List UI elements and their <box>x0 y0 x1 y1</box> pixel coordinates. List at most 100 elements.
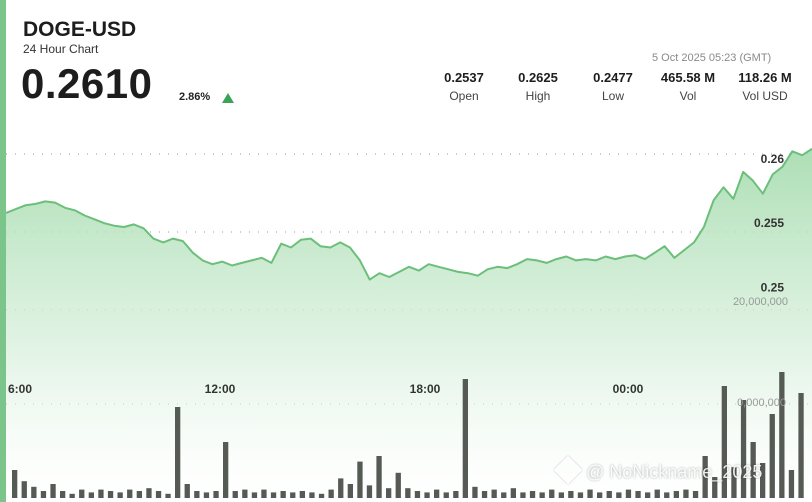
volume-bar <box>702 456 708 498</box>
volume-bar <box>107 491 114 498</box>
volume-bar <box>539 492 545 498</box>
volume-bar <box>270 492 277 498</box>
volume-bar <box>673 491 679 498</box>
volume-bar <box>165 493 171 498</box>
stat-vol-value: 465.58 M <box>660 70 716 85</box>
volume-bar <box>117 492 123 498</box>
volume-bar <box>731 467 737 498</box>
volume-bar <box>798 393 804 498</box>
volume-bar <box>328 489 334 498</box>
volume-bar <box>232 491 238 498</box>
volume-bar <box>98 489 104 498</box>
x-tick-label: 18:00 <box>410 382 441 396</box>
volume-bar <box>290 492 296 498</box>
current-price: 0.2610 <box>21 60 153 107</box>
volume-bar <box>280 491 286 498</box>
y-tick-label: 0.255 <box>754 216 784 230</box>
volume-bar <box>510 488 516 498</box>
volume-tick-label: 0,000,000 <box>737 397 786 409</box>
volume-bar <box>520 492 526 498</box>
stat-high-value: 0.2625 <box>518 70 558 85</box>
x-tick-label: 12:00 <box>205 382 236 396</box>
price-area <box>6 148 812 499</box>
volume-bar <box>203 492 210 498</box>
stat-open: 0.2537 Open <box>424 70 504 103</box>
price-line <box>6 147 812 281</box>
x-tick-label: 00:00 <box>613 382 644 396</box>
volume-bar <box>40 491 47 498</box>
volume-bar <box>434 489 440 498</box>
volume-bar <box>79 489 85 498</box>
stat-open-value: 0.2537 <box>444 70 484 85</box>
volume-bar <box>472 486 478 498</box>
volume-bar <box>549 489 555 498</box>
volume-bar <box>587 489 593 498</box>
volume-bar <box>606 491 612 498</box>
volume-bar <box>155 491 162 498</box>
watermark: @ NoNickname_2025 <box>553 455 763 485</box>
volume-bar <box>788 470 795 498</box>
stat-low: 0.2477 Low <box>573 70 653 103</box>
stat-low-value: 0.2477 <box>593 70 633 85</box>
chart-subtitle: 24 Hour Chart <box>23 42 99 56</box>
volume-bar <box>50 484 56 498</box>
volume-bar <box>750 442 756 498</box>
volume-bar <box>424 492 430 498</box>
volume-bar <box>31 486 37 498</box>
volume-bar <box>299 491 305 498</box>
volume-bar <box>635 491 641 498</box>
volume-bar <box>357 461 363 498</box>
volume-tick-label: 20,000,000 <box>733 296 788 308</box>
volume-bar <box>491 489 497 498</box>
volume-bar <box>376 456 382 498</box>
volume-bar <box>558 492 564 498</box>
volume-bar <box>88 492 94 498</box>
volume-bar <box>146 488 152 498</box>
volume-bar <box>395 472 401 498</box>
volume-bar <box>721 386 727 498</box>
x-tick-label: 6:00 <box>8 382 32 396</box>
watermark-logo-icon <box>553 455 583 485</box>
stat-open-label: Open <box>449 89 479 103</box>
volume-bar <box>625 489 632 498</box>
stat-low-label: Low <box>601 89 624 103</box>
volume-bar <box>223 442 229 498</box>
volume-bar <box>453 491 459 498</box>
volume-bar <box>654 489 660 498</box>
volume-bar <box>462 379 468 498</box>
watermark-text: @ NoNickname_2025 <box>586 462 763 482</box>
stat-vol-usd: 118.26 M Vol USD <box>725 70 805 103</box>
volume-bar <box>529 491 536 498</box>
volume-bar <box>127 489 133 498</box>
timestamp: 5 Oct 2025 05:23 (GMT) <box>652 52 772 64</box>
volume-bar <box>414 491 421 498</box>
volume-bar <box>338 478 344 498</box>
volume-bar <box>769 414 775 498</box>
volume-bar <box>664 492 670 498</box>
volume-bar <box>194 491 200 498</box>
volume-bar <box>69 493 75 498</box>
volume-bar <box>347 484 353 498</box>
volume-bar <box>712 477 718 498</box>
volume-bar <box>740 400 747 498</box>
price-change: 2.86% <box>179 91 211 103</box>
volume-bar <box>261 489 267 498</box>
volume-bar <box>779 372 785 498</box>
volume-bar <box>309 492 315 498</box>
volume-bar <box>136 491 142 498</box>
symbol-title: DOGE-USD <box>23 18 137 41</box>
volume-bar <box>760 463 766 498</box>
volume-bar <box>242 489 248 498</box>
volume-bar <box>568 491 574 498</box>
volume-bar <box>366 485 373 498</box>
up-arrow-icon <box>222 93 234 103</box>
volume-bar <box>616 492 622 498</box>
volume-bar <box>501 492 507 498</box>
volume-bar <box>405 488 411 498</box>
volume-bar <box>645 492 651 498</box>
volume-bar <box>12 470 18 498</box>
stat-high: 0.2625 High <box>498 70 578 103</box>
volume-bar <box>577 492 584 498</box>
